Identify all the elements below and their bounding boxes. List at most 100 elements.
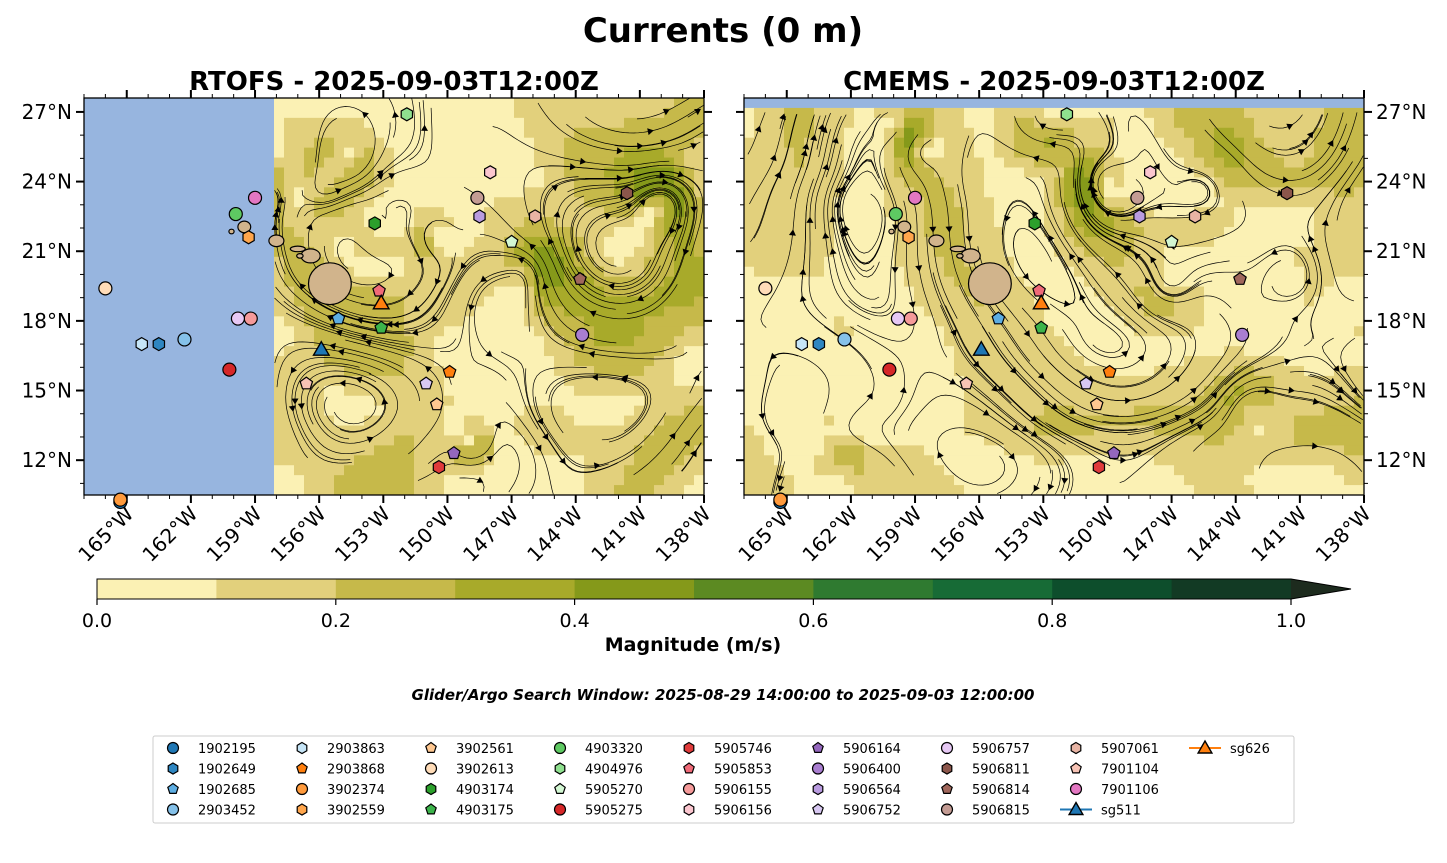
float-2903452 [837, 332, 852, 347]
legend-label: 5906155 [714, 783, 772, 798]
legend-item-2903452: 2903452 [166, 803, 256, 819]
colorbar-tick-label: 0.0 [82, 610, 112, 632]
glider-sg511 [312, 340, 331, 356]
colorbar-segment [574, 579, 695, 599]
float-3902613 [758, 281, 773, 296]
colorbar-segment [1052, 579, 1173, 599]
colorbar-segment [1171, 579, 1292, 599]
float-5906155 [243, 311, 258, 326]
legend-label: 5906752 [843, 804, 901, 819]
figure-title: Currents (0 m) [583, 11, 863, 51]
float-4903175 [1034, 320, 1049, 334]
legend-label: 1902685 [198, 783, 256, 798]
colorbar-label: Magnitude (m/s) [605, 634, 782, 656]
float-5906752 [1079, 376, 1094, 390]
legend-label: 5906814 [972, 783, 1030, 798]
float-5906400 [575, 327, 590, 342]
float-5907061 [528, 209, 542, 224]
legend-label: 3902374 [327, 783, 385, 798]
legend-label: 5906164 [843, 742, 901, 757]
float-5906752 [419, 376, 434, 390]
float-3902613 [98, 281, 113, 296]
float-5905275 [882, 362, 897, 377]
legend-label: sg626 [1230, 742, 1270, 757]
legend-label: 2903452 [198, 804, 256, 819]
legend-label: 5906564 [843, 783, 901, 798]
glider-sg626 [372, 293, 391, 310]
legend-item-7901104: 7901104 [1070, 762, 1159, 778]
float-4903175 [374, 320, 389, 334]
legend-item-5906752: 5906752 [812, 803, 901, 819]
legend-label: 5906757 [972, 742, 1030, 757]
float-4903174 [368, 216, 381, 231]
x-tick-label: 165°W [73, 501, 138, 566]
float-5906814 [573, 271, 587, 285]
legend-item-4904976: 4904976 [554, 762, 643, 778]
legend-label: 5906815 [972, 804, 1030, 819]
x-tick-label: 159°W [202, 501, 267, 566]
float-5905853 [372, 283, 386, 297]
legend-item-2903868: 2903868 [296, 762, 385, 778]
float-5906814 [1233, 271, 1247, 285]
legend-label: 5906156 [714, 804, 772, 819]
legend-item-1902685: 1902685 [167, 782, 256, 798]
legend-item-5906564: 5906564 [812, 782, 901, 798]
legend-label: 4903175 [456, 804, 514, 819]
float-1902649 [152, 336, 166, 352]
float-5906564 [1133, 209, 1146, 224]
search-window-caption: Glider/Argo Search Window: 2025-08-29 14… [412, 686, 1035, 704]
legend-item-5906811: 5906811 [941, 762, 1030, 778]
legend-label: 5905746 [714, 742, 772, 757]
x-tick-label: 147°W [458, 501, 523, 566]
colorbar-segment [694, 579, 814, 599]
x-tick-label: 156°W [266, 501, 331, 566]
glider-sg626 [1032, 293, 1051, 310]
legend-item-1902649: 1902649 [167, 762, 256, 778]
colorbar-segment [932, 579, 1053, 599]
y-tick-label: 21°N [22, 239, 72, 263]
legend-label: 5906400 [843, 763, 901, 778]
float-5905275 [222, 362, 237, 377]
legend-label: 5905853 [714, 763, 772, 778]
legend: 1902195 1902649 1902685 2903452 2903863 29038… [152, 735, 1295, 824]
legend-label: 4903320 [585, 742, 643, 757]
legend-item-4903175: 4903175 [425, 803, 514, 819]
float-3902374 [113, 492, 128, 507]
float-2903868 [442, 364, 457, 378]
float-1902649 [812, 336, 826, 352]
float-4904976 [1060, 107, 1074, 122]
legend-item-5905746: 5905746 [683, 741, 772, 757]
float-7901104 [959, 376, 974, 390]
legend-label: 1902195 [198, 742, 256, 757]
x-tick-label: 150°W [394, 501, 459, 566]
float-5906815 [470, 190, 485, 205]
colorbar-segment [455, 579, 576, 599]
legend-label: 3902559 [327, 804, 385, 819]
y-tick-label: 18°N [22, 309, 72, 333]
y-tick-label: 18°N [1376, 309, 1426, 333]
legend-item-3902559: 3902559 [296, 803, 385, 819]
float-5906757 [890, 311, 906, 326]
float-3902561 [1089, 397, 1104, 411]
rtofs-map-title: RTOFS - 2025-09-03T12:00Z [189, 67, 599, 97]
colorbar-tick-label: 0.8 [1037, 610, 1067, 632]
legend-label: 7901104 [1101, 763, 1159, 778]
x-tick-label: 138°W [651, 501, 716, 566]
x-tick-label: 162°W [797, 501, 862, 566]
y-tick-label: 24°N [1376, 170, 1426, 194]
float-2903863 [135, 336, 148, 352]
float-5906155 [903, 311, 918, 326]
legend-item-5906757: 5906757 [940, 741, 1030, 757]
legend-item-2903863: 2903863 [296, 741, 385, 757]
float-5905853 [1032, 283, 1046, 297]
x-tick-label: 153°W [990, 501, 1055, 566]
float-1902685 [331, 311, 346, 325]
y-tick-label: 24°N [22, 170, 72, 194]
legend-item-5906156: 5906156 [683, 803, 772, 819]
legend-item-5906814: 5906814 [941, 782, 1030, 798]
colorbar: 0.0 0.2 0.4 0.6 0.8 1.0 [82, 578, 1352, 632]
legend-label: 5907061 [1101, 742, 1159, 757]
legend-item-3902374: 3902374 [295, 782, 385, 798]
float-5906811 [620, 186, 634, 201]
